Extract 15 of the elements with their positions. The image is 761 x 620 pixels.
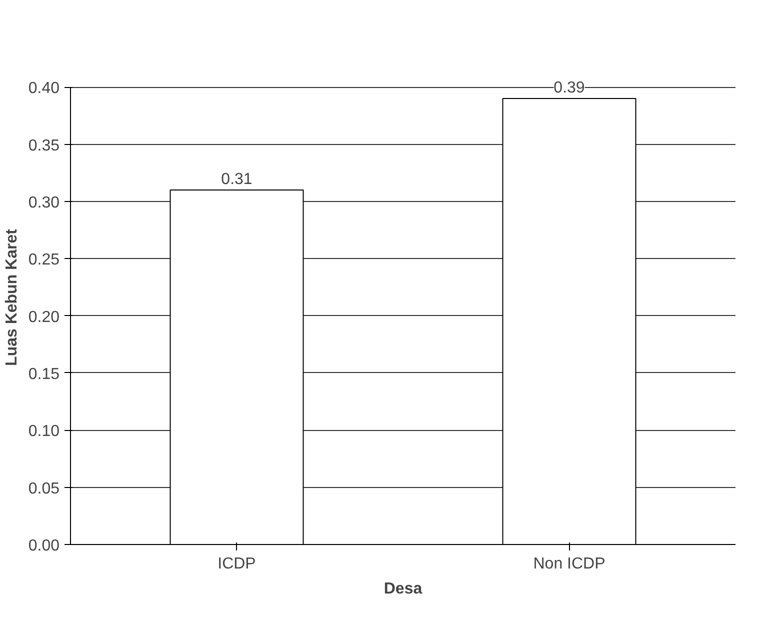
y-tick-label: 0.35: [28, 137, 60, 154]
y-tick-label: 0.25: [28, 252, 60, 269]
y-tick-label: 0.05: [28, 480, 60, 498]
y-tick-label: 0.20: [28, 308, 60, 326]
x-tick-label: Non ICDP: [533, 556, 606, 572]
y-tick-label: 0.40: [28, 80, 60, 98]
x-axis-title: Desa: [384, 580, 422, 598]
y-tick-label: 0.10: [28, 423, 60, 440]
y-tick-label: 0.00: [28, 538, 60, 554]
y-tick-label: 0.30: [28, 194, 60, 212]
y-tick-label: 0.15: [28, 366, 60, 383]
data-label: 0.39: [554, 80, 585, 97]
y-axis-title: Luas Kebun Karet: [3, 228, 20, 366]
data-label: 0.31: [221, 171, 252, 188]
x-tick-label: ICDP: [218, 556, 256, 572]
